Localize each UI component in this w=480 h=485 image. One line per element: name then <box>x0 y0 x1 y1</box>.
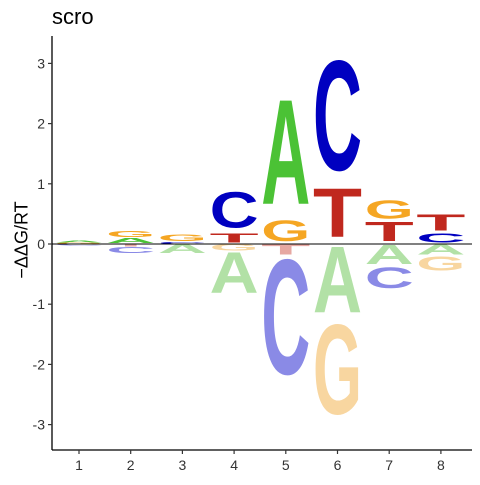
logo-letter-t: T <box>106 243 155 247</box>
chart-title: scro <box>52 4 94 29</box>
x-tick-label: 3 <box>179 457 187 473</box>
logo-letter-g: G <box>106 230 155 239</box>
logo-letter-g: G <box>365 195 414 224</box>
logo-letter-t: T <box>416 210 465 236</box>
x-tick-label: 5 <box>282 457 290 473</box>
logo-letter-t: T <box>261 242 310 258</box>
x-tick-label: 2 <box>127 457 135 473</box>
y-axis-label-wrap: −ΔΔG/RT <box>2 200 42 280</box>
x-tick-label: 7 <box>385 457 393 473</box>
x-tick-label: 1 <box>75 457 83 473</box>
logo-letter-g: G <box>313 300 362 442</box>
y-tick-label: 3 <box>37 55 45 71</box>
logo-letter-g: G <box>210 242 259 252</box>
logo-letter-t: T <box>365 216 414 247</box>
logo-letter-a: A <box>416 242 465 258</box>
logo-letter-c: C <box>261 225 310 409</box>
logo-letter-g: G <box>261 215 310 247</box>
logo-letter-c: C <box>55 244 104 246</box>
logo-letter-c: C <box>416 231 465 246</box>
y-tick-label: 0 <box>37 236 45 252</box>
logo-letter-a: A <box>261 68 310 235</box>
y-tick-label: -1 <box>33 296 46 312</box>
x-tick-label: 8 <box>437 457 445 473</box>
x-tick-label: 6 <box>334 457 342 473</box>
logo-letter-t: T <box>313 174 362 252</box>
y-tick-label: -2 <box>33 356 46 372</box>
logo-letter-t: T <box>210 231 259 246</box>
logo-letter-c: C <box>365 262 414 294</box>
y-axis-label: −ΔΔG/RT <box>11 201 32 279</box>
y-tick-label: 2 <box>37 116 45 132</box>
logo-letter-a: A <box>210 241 259 306</box>
logo-letter-a: A <box>158 242 207 256</box>
logo-letter-c: C <box>158 242 207 244</box>
y-tick-label: -3 <box>33 417 46 433</box>
logo-letter-c: C <box>106 246 155 255</box>
y-tick-label: 1 <box>37 176 45 192</box>
logo-letter-c: C <box>210 182 259 239</box>
logo-letter-c: C <box>313 27 362 204</box>
logo-letter-g: G <box>55 243 104 245</box>
x-tick-label: 4 <box>230 457 238 473</box>
logo-letter-a: A <box>106 237 155 245</box>
logo-letter-g: G <box>416 252 465 275</box>
logo-letter-g: G <box>158 233 207 243</box>
logo-letter-a: A <box>55 241 104 243</box>
